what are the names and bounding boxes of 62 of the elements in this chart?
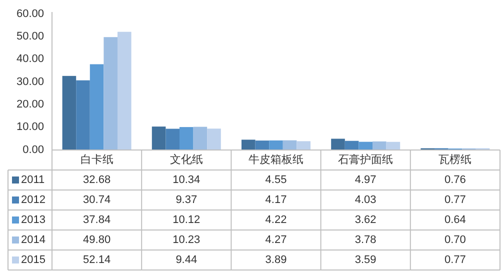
data-label: 30.74: [83, 194, 111, 206]
bar: [331, 138, 345, 150]
bar: [207, 128, 221, 150]
legend-label: 2014: [21, 234, 46, 246]
data-label: 32.68: [83, 174, 111, 186]
bar: [104, 37, 118, 150]
data-label: 3.62: [354, 214, 376, 226]
bar: [358, 142, 372, 150]
y-tick-label: 30.00: [16, 76, 44, 88]
bar: [118, 32, 132, 150]
x-tick-label: 牛皮箱板纸: [248, 152, 304, 166]
y-tick-label: 0.00: [22, 144, 44, 156]
data-label: 0.70: [444, 234, 466, 246]
x-tick-label: 石膏护面纸: [338, 152, 394, 166]
data-label: 0.76: [444, 174, 466, 186]
data-label: 0.64: [444, 214, 466, 226]
y-tick-label: 20.00: [16, 98, 44, 111]
x-tick-label: 瓦楞纸: [438, 154, 472, 166]
data-label: 37.84: [83, 214, 111, 226]
data-label: 9.37: [176, 194, 198, 206]
bar: [180, 127, 194, 150]
data-label: 3.78: [354, 234, 376, 246]
legend-label: 2013: [21, 214, 46, 226]
y-tick-label: 60.00: [16, 8, 44, 20]
data-label: 4.55: [265, 174, 287, 186]
x-tick-label: 文化纸: [170, 152, 203, 166]
bar: [269, 140, 283, 150]
data-label: 52.14: [83, 254, 111, 266]
data-label: 4.22: [265, 214, 287, 226]
y-tick-label: 10.00: [16, 121, 44, 134]
bar: [372, 141, 386, 150]
data-label: 10.23: [172, 234, 200, 246]
data-label: 4.17: [265, 194, 287, 206]
data-label: 3.89: [265, 254, 287, 266]
bar: [166, 128, 180, 150]
data-label: 10.34: [172, 174, 200, 186]
bar: [282, 140, 297, 150]
data-label: 10.12: [172, 214, 200, 226]
bar: [242, 140, 256, 150]
bar: [296, 141, 310, 150]
data-label: 0.77: [444, 254, 466, 266]
bar: [152, 126, 166, 150]
bar: [193, 126, 208, 150]
data-label: 3.59: [354, 254, 376, 266]
bar: [386, 142, 400, 150]
legend-label: 2011: [21, 174, 45, 186]
bar: [76, 80, 90, 150]
data-label: 4.27: [265, 234, 287, 246]
bar: [90, 64, 104, 150]
legend-label: 2012: [21, 194, 46, 206]
data-label: 49.80: [83, 234, 111, 246]
bar: [62, 76, 76, 150]
bar: [344, 140, 359, 150]
data-label: 0.77: [444, 194, 466, 206]
bar: [255, 140, 270, 150]
x-tick-label: 白卡纸: [80, 152, 114, 166]
legend-label: 2015: [21, 254, 46, 266]
y-tick-label: 40.00: [16, 53, 44, 66]
y-tick-label: 50.00: [16, 30, 44, 43]
data-label: 4.97: [354, 174, 376, 186]
data-label: 4.03: [354, 194, 376, 206]
data-label: 9.44: [176, 254, 198, 266]
